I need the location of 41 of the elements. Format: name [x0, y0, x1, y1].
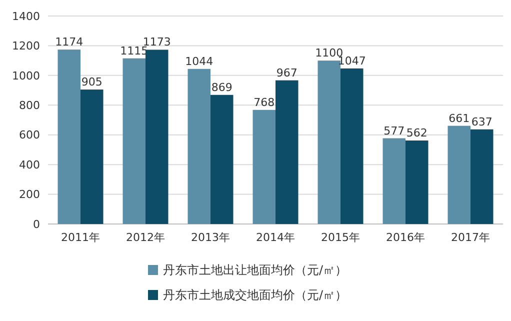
y-tick-label: 400 — [19, 158, 40, 172]
bar — [470, 129, 494, 224]
data-label: 905 — [81, 76, 102, 89]
x-tick-label: 2016年 — [386, 231, 425, 244]
y-tick-label: 800 — [19, 98, 40, 112]
bar — [382, 138, 406, 224]
y-tick-label: 600 — [19, 128, 40, 142]
legend-label: 丹东市土地成交地面均价（元/㎡） — [163, 288, 348, 302]
data-label: 661 — [448, 112, 470, 125]
y-tick-label: 0 — [33, 218, 40, 231]
y-tick-label: 1200 — [12, 40, 40, 53]
legend-label: 丹东市土地出让地面均价（元/㎡） — [163, 263, 348, 278]
y-tick-label: 1400 — [12, 10, 40, 23]
x-tick-label: 2014年 — [256, 231, 295, 244]
x-tick-label: 2015年 — [321, 231, 360, 244]
data-label: 869 — [211, 80, 232, 94]
bar — [448, 126, 470, 224]
x-tick-label: 2012年 — [126, 231, 165, 244]
bar — [80, 90, 104, 224]
data-label: 768 — [254, 96, 275, 109]
x-tick-label: 2017年 — [451, 231, 490, 244]
y-tick-label: 200 — [19, 188, 40, 202]
bar — [58, 50, 80, 224]
x-tick-label: 2011年 — [61, 231, 100, 244]
data-label: 577 — [384, 124, 405, 138]
data-label: 967 — [276, 66, 298, 80]
bar — [146, 50, 168, 224]
bar — [318, 60, 340, 224]
y-tick-label: 1000 — [12, 69, 40, 82]
bar — [276, 80, 298, 224]
bar — [188, 68, 210, 224]
data-label: 637 — [471, 115, 492, 128]
bar — [340, 68, 364, 224]
data-label: 562 — [406, 126, 428, 140]
bar — [252, 110, 276, 224]
bar — [406, 140, 428, 224]
data-label: 1044 — [185, 54, 214, 68]
x-tick-label: 2013年 — [191, 231, 230, 244]
bar — [210, 94, 234, 224]
data-label: 1174 — [55, 36, 84, 49]
bar — [122, 58, 146, 224]
